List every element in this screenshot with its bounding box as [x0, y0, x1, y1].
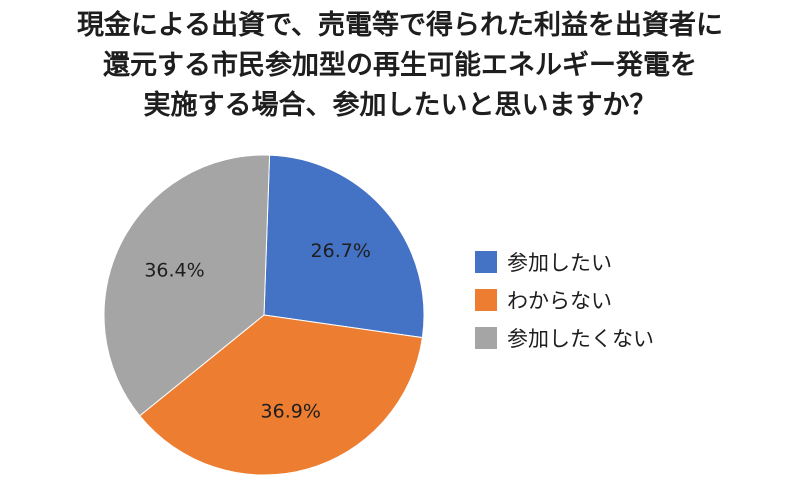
legend-swatch-unsure — [475, 289, 497, 311]
chart-title-line-3: 実施する場合、参加したいと思いますか？ — [143, 90, 657, 121]
chart-title-line-2: 還元する市民参加型の再生可能エネルギー発電を — [103, 50, 697, 81]
slice-label-not-participate: 36.4% — [144, 259, 204, 281]
chart-title: 現金による出資で、売電等で得られた利益を出資者に 還元する市民参加型の再生可能エ… — [0, 6, 800, 126]
legend-label-participate: 参加したい — [507, 251, 612, 275]
legend-swatch-not-participate — [475, 327, 497, 349]
slice-label-unsure: 36.9% — [261, 400, 321, 422]
pie-slice-unsure — [139, 314, 423, 476]
legend: 参加したい わからない 参加したくない — [475, 248, 654, 352]
legend-label-unsure: わからない — [507, 289, 612, 313]
legend-item-unsure: わからない — [475, 286, 654, 314]
chart-title-line-1: 現金による出資で、売電等で得られた利益を出資者に — [76, 10, 724, 41]
pie-slice-participate — [263, 154, 425, 339]
legend-label-not-participate: 参加したくない — [507, 327, 654, 351]
legend-swatch-participate — [475, 251, 497, 273]
legend-item-not-participate: 参加したくない — [475, 324, 654, 352]
pie-slice-not-participate — [103, 154, 271, 417]
legend-item-participate: 参加したい — [475, 248, 654, 276]
slice-label-participate: 26.7% — [311, 240, 371, 262]
